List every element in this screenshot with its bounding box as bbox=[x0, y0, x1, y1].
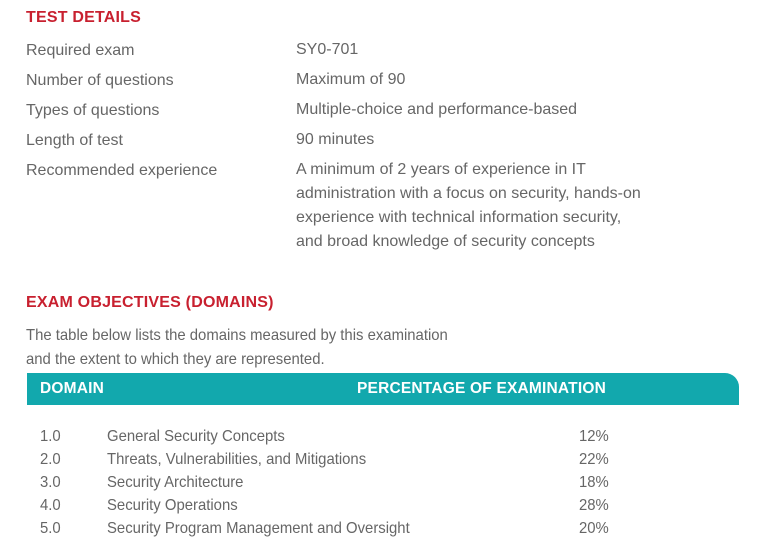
detail-value-types-of-questions: Multiple-choice and performance-based bbox=[296, 101, 578, 118]
experience-line: experience with technical information se… bbox=[296, 209, 622, 226]
domain-name: Threats, Vulnerabilities, and Mitigation… bbox=[107, 451, 367, 468]
exam-objectives-heading: EXAM OBJECTIVES (DOMAINS) bbox=[26, 294, 274, 311]
domain-number: 1.0 bbox=[40, 428, 61, 445]
detail-label-types-of-questions: Types of questions bbox=[26, 102, 160, 119]
detail-label-number-of-questions: Number of questions bbox=[26, 72, 174, 89]
detail-value-number-of-questions: Maximum of 90 bbox=[296, 71, 406, 88]
table-row: 2.0 Threats, Vulnerabilities, and Mitiga… bbox=[0, 451, 768, 474]
domain-number: 2.0 bbox=[40, 451, 61, 468]
domain-percentage: 20% bbox=[579, 520, 609, 537]
domain-percentage: 22% bbox=[579, 451, 609, 468]
table-row: 1.0 General Security Concepts 12% bbox=[0, 428, 768, 451]
experience-line: administration with a focus on security,… bbox=[296, 185, 641, 202]
detail-label-recommended-experience: Recommended experience bbox=[26, 162, 218, 179]
column-header-domain: DOMAIN bbox=[40, 380, 105, 397]
exam-objectives-intro: The table below lists the domains measur… bbox=[26, 324, 448, 372]
experience-line: A minimum of 2 years of experience in IT bbox=[296, 161, 586, 178]
domain-percentage: 18% bbox=[579, 474, 609, 491]
domain-percentage: 28% bbox=[579, 497, 609, 514]
domain-name: Security Operations bbox=[107, 497, 238, 514]
detail-label-length-of-test: Length of test bbox=[26, 132, 123, 149]
table-row: 4.0 Security Operations 28% bbox=[0, 497, 768, 520]
domain-number: 4.0 bbox=[40, 497, 61, 514]
test-details-heading: TEST DETAILS bbox=[26, 9, 141, 26]
domain-name: General Security Concepts bbox=[107, 428, 285, 445]
domain-name: Security Architecture bbox=[107, 474, 244, 491]
intro-line: The table below lists the domains measur… bbox=[26, 327, 448, 344]
domains-table-header: DOMAIN PERCENTAGE OF EXAMINATION bbox=[27, 373, 739, 405]
experience-line: and broad knowledge of security concepts bbox=[296, 233, 595, 250]
domain-number: 5.0 bbox=[40, 520, 61, 537]
domain-percentage: 12% bbox=[579, 428, 609, 445]
domain-name: Security Program Management and Oversigh… bbox=[107, 520, 410, 537]
intro-line: and the extent to which they are represe… bbox=[26, 351, 325, 368]
domain-number: 3.0 bbox=[40, 474, 61, 491]
detail-value-length-of-test: 90 minutes bbox=[296, 131, 375, 148]
detail-value-required-exam: SY0-701 bbox=[296, 41, 359, 58]
column-header-percentage: PERCENTAGE OF EXAMINATION bbox=[357, 380, 606, 397]
detail-value-recommended-experience: A minimum of 2 years of experience in IT… bbox=[296, 158, 641, 254]
table-row: 5.0 Security Program Management and Over… bbox=[0, 520, 768, 543]
detail-label-required-exam: Required exam bbox=[26, 42, 135, 59]
table-row: 3.0 Security Architecture 18% bbox=[0, 474, 768, 497]
